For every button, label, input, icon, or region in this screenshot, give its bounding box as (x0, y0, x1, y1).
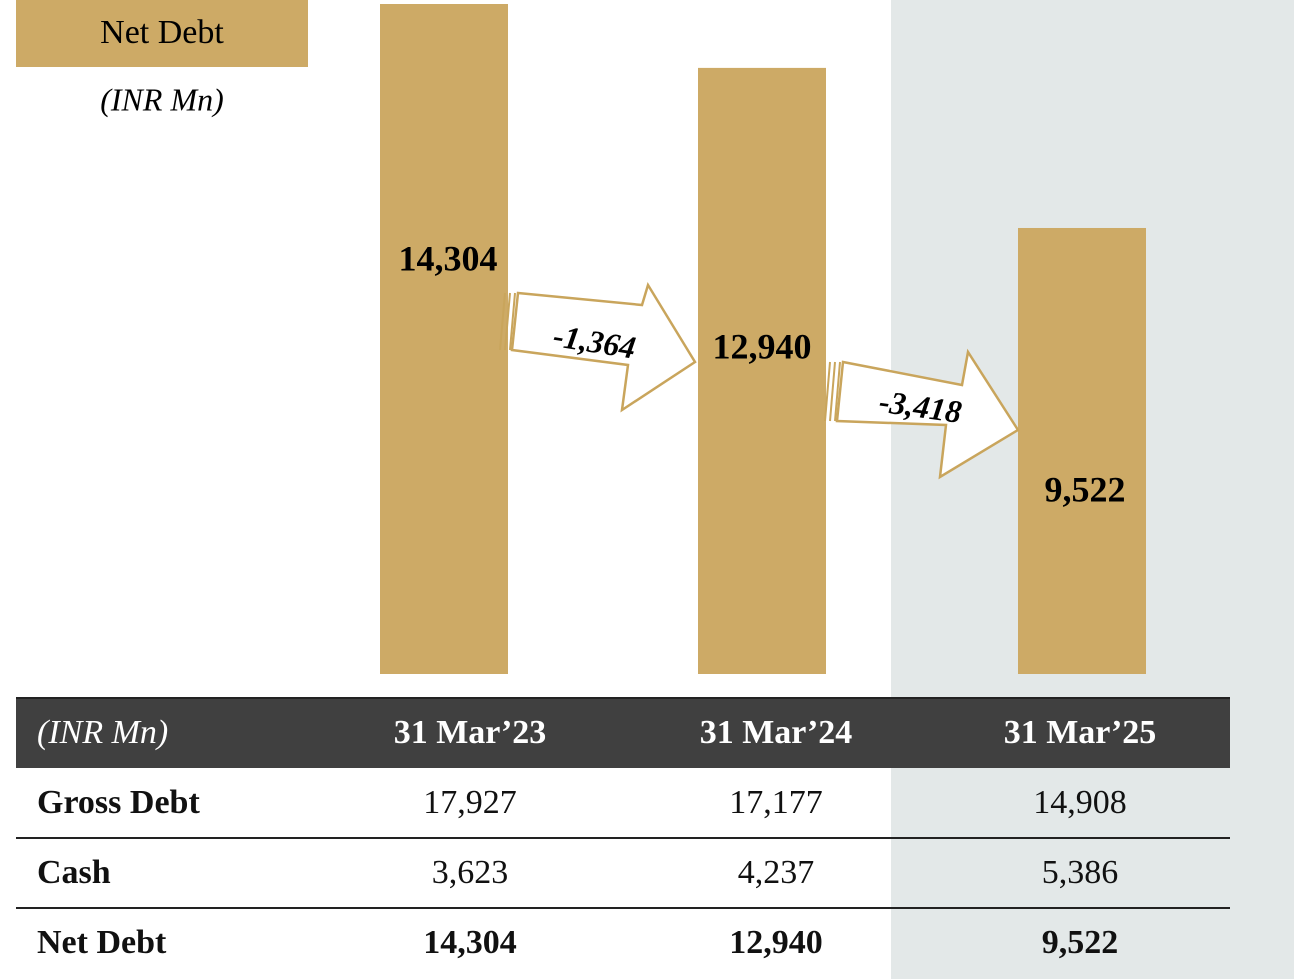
bar (1018, 227, 1146, 675)
table-header-cell: 31 Mar’25 (1004, 714, 1157, 751)
change-arrow (510, 281, 697, 413)
arrow-stripe (824, 361, 831, 422)
bar-value-label: 9,522 (1045, 469, 1126, 509)
arrow-stripe (499, 292, 506, 351)
bar-value-label: 12,940 (713, 326, 812, 366)
table-cell: Net Debt (37, 924, 167, 961)
table-header-cell: 31 Mar’24 (700, 714, 853, 751)
arrow-stripe (504, 292, 511, 351)
table-cell: 14,908 (1033, 784, 1127, 821)
bar-value-label: 14,304 (399, 238, 498, 278)
table-cell: 3,623 (432, 854, 509, 891)
bar (380, 4, 508, 674)
table-cell: 12,940 (729, 924, 823, 961)
change-arrow (835, 348, 1020, 480)
chart-title: Net Debt (100, 14, 224, 51)
table-cell: 9,522 (1042, 924, 1119, 961)
table-header-row (16, 698, 1230, 768)
chart-subtitle: (INR Mn) (100, 81, 224, 117)
table-cell: Cash (37, 854, 111, 891)
table-cell: 17,177 (729, 784, 823, 821)
table-cell: Gross Debt (37, 784, 200, 821)
arrow-stripe (834, 361, 841, 422)
table-cell: 5,386 (1042, 854, 1119, 891)
arrow-stripe (509, 292, 516, 351)
title-box (16, 0, 308, 67)
table-cell: 4,237 (738, 854, 815, 891)
bar (698, 67, 826, 674)
table-cell: 14,304 (423, 924, 517, 961)
table-header-cell: 31 Mar’23 (394, 714, 547, 751)
table-header-cell: (INR Mn) (37, 714, 168, 751)
table-cell: 17,927 (423, 784, 517, 821)
arrow-stripe (829, 361, 836, 422)
